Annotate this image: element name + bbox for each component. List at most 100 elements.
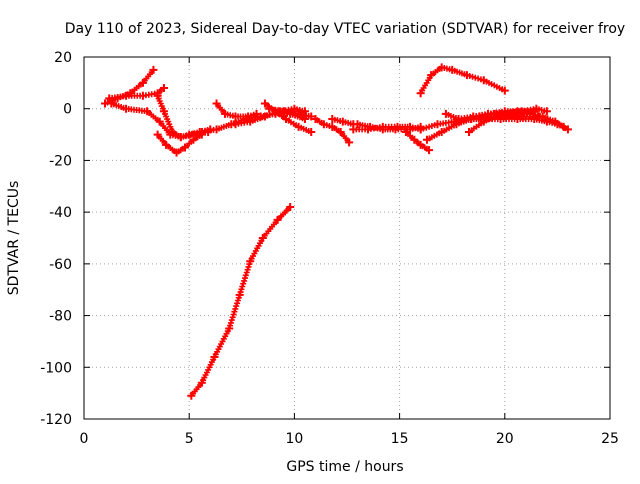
data-point bbox=[265, 104, 274, 113]
data-point bbox=[290, 104, 299, 113]
data-point bbox=[492, 109, 501, 118]
data-point bbox=[336, 127, 345, 136]
data-point bbox=[168, 127, 177, 136]
data-point bbox=[122, 91, 131, 100]
data-point bbox=[366, 122, 375, 131]
data-point bbox=[425, 146, 434, 155]
data-point bbox=[138, 78, 147, 87]
data-point bbox=[353, 120, 362, 129]
data-point bbox=[496, 115, 505, 124]
data-point bbox=[526, 109, 535, 118]
data-point bbox=[437, 63, 446, 72]
data-point bbox=[231, 120, 240, 129]
chart-title: Day 110 of 2023, Sidereal Day-to-day VTE… bbox=[65, 21, 625, 37]
y-tick-label: -40 bbox=[49, 205, 72, 221]
data-point bbox=[307, 112, 316, 121]
data-point bbox=[197, 378, 206, 387]
data-point bbox=[153, 130, 162, 139]
data-point bbox=[462, 71, 471, 80]
data-point bbox=[307, 127, 316, 136]
x-tick-label: 20 bbox=[496, 431, 514, 447]
y-tick-label: 20 bbox=[54, 50, 72, 66]
data-point bbox=[281, 115, 290, 124]
data-point bbox=[212, 125, 221, 134]
data-point bbox=[210, 352, 219, 361]
data-point bbox=[530, 115, 539, 124]
data-point bbox=[273, 215, 282, 224]
data-point bbox=[176, 133, 185, 142]
x-tick-label: 10 bbox=[285, 431, 303, 447]
data-point bbox=[105, 94, 114, 103]
data-point bbox=[311, 115, 320, 124]
data-point bbox=[231, 112, 240, 121]
data-point bbox=[252, 109, 261, 118]
data-point bbox=[427, 71, 436, 80]
x-tick-label: 5 bbox=[185, 431, 194, 447]
data-point bbox=[286, 202, 295, 211]
data-point bbox=[422, 135, 431, 144]
data-point bbox=[338, 117, 347, 126]
data-point bbox=[433, 120, 442, 129]
data-point bbox=[244, 112, 253, 121]
data-point bbox=[416, 140, 425, 149]
data-point bbox=[538, 112, 547, 121]
data-point bbox=[107, 99, 116, 108]
data-point bbox=[159, 84, 168, 93]
data-point bbox=[479, 76, 488, 85]
x-tick-label: 25 bbox=[601, 431, 619, 447]
data-point bbox=[197, 127, 206, 136]
data-point bbox=[159, 107, 168, 116]
data-point bbox=[300, 115, 309, 124]
data-point bbox=[378, 125, 387, 134]
data-point bbox=[138, 91, 147, 100]
data-point bbox=[319, 120, 328, 129]
data-point bbox=[220, 109, 229, 118]
data-point bbox=[509, 109, 518, 118]
data-point bbox=[349, 125, 358, 134]
y-tick-label: -60 bbox=[49, 257, 72, 273]
data-point bbox=[279, 107, 288, 116]
data-point bbox=[155, 117, 164, 126]
x-axis-label: GPS time / hours bbox=[286, 459, 403, 475]
data-point bbox=[542, 107, 551, 116]
data-point bbox=[401, 127, 410, 136]
data-point bbox=[260, 112, 269, 121]
data-point bbox=[246, 257, 255, 266]
y-tick-label: -100 bbox=[40, 360, 72, 376]
data-point bbox=[185, 130, 194, 139]
data-point bbox=[143, 107, 152, 116]
plot-frame bbox=[83, 56, 611, 420]
data-point bbox=[437, 127, 446, 136]
y-tick-label: 0 bbox=[63, 102, 72, 118]
data-point bbox=[513, 115, 522, 124]
data-point bbox=[180, 143, 189, 152]
data-series bbox=[101, 63, 572, 400]
data-point bbox=[345, 138, 354, 147]
data-point bbox=[475, 112, 484, 121]
data-point bbox=[328, 122, 337, 131]
data-point bbox=[391, 125, 400, 134]
data-point bbox=[452, 120, 461, 129]
data-point bbox=[406, 125, 415, 134]
data-point bbox=[416, 89, 425, 98]
axis-ticks: 0 5 10 15 20 25 -120 -100 -80 -60 -40 -20 0 20 bbox=[40, 50, 619, 447]
y-tick-label: -120 bbox=[40, 412, 72, 428]
data-point bbox=[441, 109, 450, 118]
data-point bbox=[260, 99, 269, 108]
data-point bbox=[563, 125, 572, 134]
data-point bbox=[300, 107, 309, 116]
data-point bbox=[225, 324, 234, 333]
data-point bbox=[235, 290, 244, 299]
data-point bbox=[294, 122, 303, 131]
data-point bbox=[479, 115, 488, 124]
data-point bbox=[122, 104, 131, 113]
data-point bbox=[294, 109, 303, 118]
data-point bbox=[149, 65, 158, 74]
data-point bbox=[258, 234, 267, 242]
x-tick-label: 0 bbox=[80, 431, 89, 447]
data-point bbox=[212, 99, 221, 108]
data-point bbox=[162, 140, 171, 149]
